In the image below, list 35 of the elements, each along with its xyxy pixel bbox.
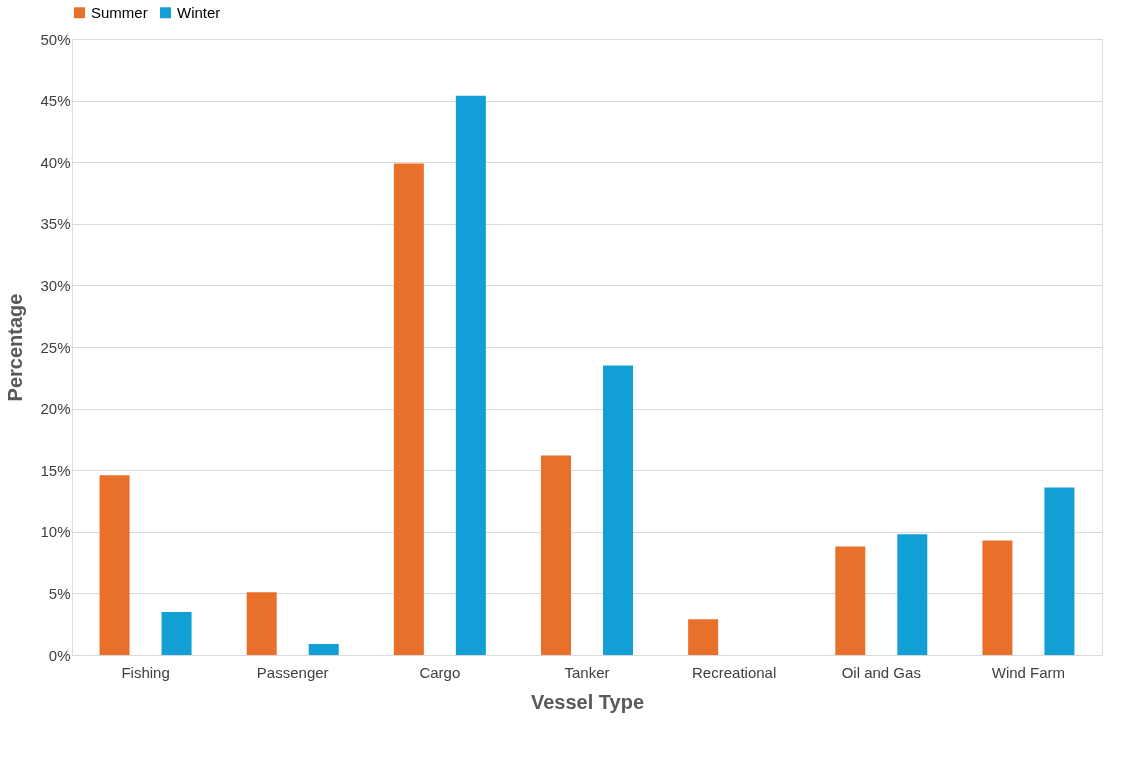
x-tick-label: Fishing (121, 663, 170, 681)
bar (161, 611, 192, 655)
bar (603, 365, 633, 655)
y-tick-label: 15% (40, 461, 71, 479)
bar (99, 475, 130, 655)
bar (393, 163, 424, 655)
bar (541, 455, 571, 655)
y-tick-label: 30% (40, 276, 71, 294)
legend-label: Winter (177, 3, 221, 21)
x-tick-label: Passenger (256, 663, 329, 681)
x-tick-label: Cargo (419, 663, 461, 681)
bar (1044, 487, 1075, 655)
x-tick-label: Recreational (692, 663, 777, 681)
x-tick-label: Wind Farm (991, 663, 1066, 681)
bar (455, 95, 486, 655)
y-tick-label: 45% (40, 92, 71, 110)
y-tick-label: 5% (48, 584, 71, 602)
y-tick-label: 25% (40, 338, 71, 356)
x-axis-title: Vessel Type (530, 690, 645, 713)
y-tick-label: 10% (40, 523, 71, 541)
y-tick-label: 0% (48, 646, 71, 664)
y-tick-label: 50% (40, 30, 71, 48)
y-tick-label: 40% (40, 153, 71, 171)
y-axis-title: Percentage (4, 293, 27, 402)
bar (688, 619, 719, 655)
x-tick-label: Oil and Gas (841, 663, 921, 681)
y-tick-label: 20% (40, 400, 71, 418)
bar (308, 643, 339, 655)
y-tick-label: 35% (40, 215, 71, 233)
bar (982, 540, 1013, 655)
legend-label: Summer (91, 3, 148, 21)
bar (897, 534, 928, 655)
x-tick-label: Tanker (564, 663, 610, 681)
bar (246, 592, 277, 655)
bar (835, 546, 866, 655)
